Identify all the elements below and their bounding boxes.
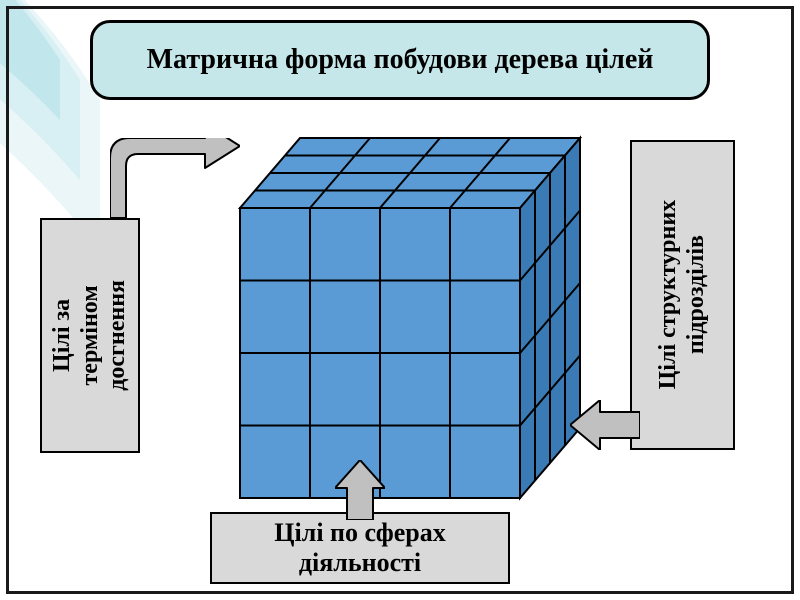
title-box: Матрична форма побудови дерева цілей: [90, 20, 710, 100]
label-left-text: Цілі затерміномдосгнення: [49, 280, 132, 391]
label-right-text: Цілі структурнихпідрозділів: [655, 200, 710, 390]
label-right-box: Цілі структурнихпідрозділів: [630, 140, 735, 450]
cube-diagram: [230, 118, 590, 518]
label-bottom-text: Цілі по сферахдіяльності: [274, 518, 445, 578]
label-left-box: Цілі затерміномдосгнення: [40, 218, 140, 453]
cube-svg: [230, 118, 590, 518]
label-bottom-box: Цілі по сферахдіяльності: [210, 512, 510, 584]
title-text: Матрична форма побудови дерева цілей: [147, 43, 654, 77]
